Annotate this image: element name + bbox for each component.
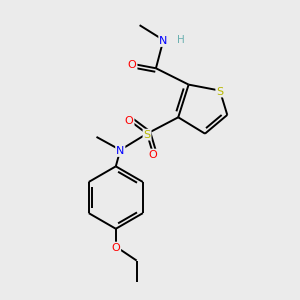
- Text: S: S: [216, 87, 224, 97]
- Text: O: O: [128, 60, 136, 70]
- Text: O: O: [111, 243, 120, 253]
- Text: N: N: [116, 146, 124, 156]
- Text: N: N: [159, 36, 168, 46]
- Text: O: O: [148, 150, 157, 160]
- Text: S: S: [143, 130, 151, 140]
- Text: H: H: [177, 34, 184, 44]
- Text: O: O: [125, 116, 134, 126]
